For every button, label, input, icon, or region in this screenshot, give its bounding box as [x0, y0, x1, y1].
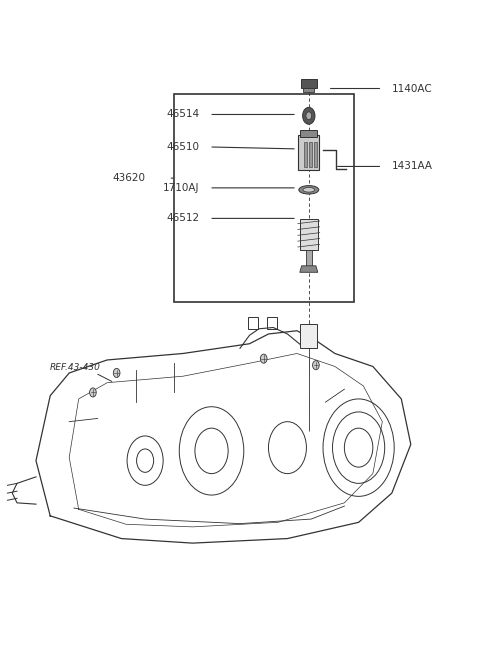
Text: 46512: 46512: [167, 214, 200, 223]
Bar: [248, 317, 258, 329]
Bar: [303, 142, 307, 167]
Text: 1710AJ: 1710AJ: [163, 183, 200, 193]
Polygon shape: [301, 79, 317, 88]
Text: REF.43-430: REF.43-430: [50, 364, 101, 372]
Text: 43620: 43620: [112, 173, 145, 183]
Text: 1140AC: 1140AC: [392, 83, 432, 94]
Bar: [267, 317, 277, 329]
Ellipse shape: [299, 185, 319, 194]
Bar: [309, 142, 312, 167]
Circle shape: [312, 361, 319, 369]
Circle shape: [306, 112, 312, 120]
Text: 46510: 46510: [167, 142, 200, 152]
Bar: [300, 130, 317, 137]
Bar: [300, 219, 318, 250]
Circle shape: [302, 107, 315, 124]
Bar: [306, 250, 312, 266]
Circle shape: [261, 354, 267, 364]
Bar: [314, 142, 317, 167]
Text: 1431AA: 1431AA: [392, 161, 433, 172]
Polygon shape: [300, 266, 318, 272]
Ellipse shape: [303, 187, 315, 192]
Bar: [299, 135, 319, 170]
Text: 46514: 46514: [167, 109, 200, 119]
Polygon shape: [303, 88, 314, 92]
Bar: [174, 94, 354, 301]
Bar: [300, 324, 317, 348]
Circle shape: [113, 368, 120, 377]
Circle shape: [90, 388, 96, 397]
